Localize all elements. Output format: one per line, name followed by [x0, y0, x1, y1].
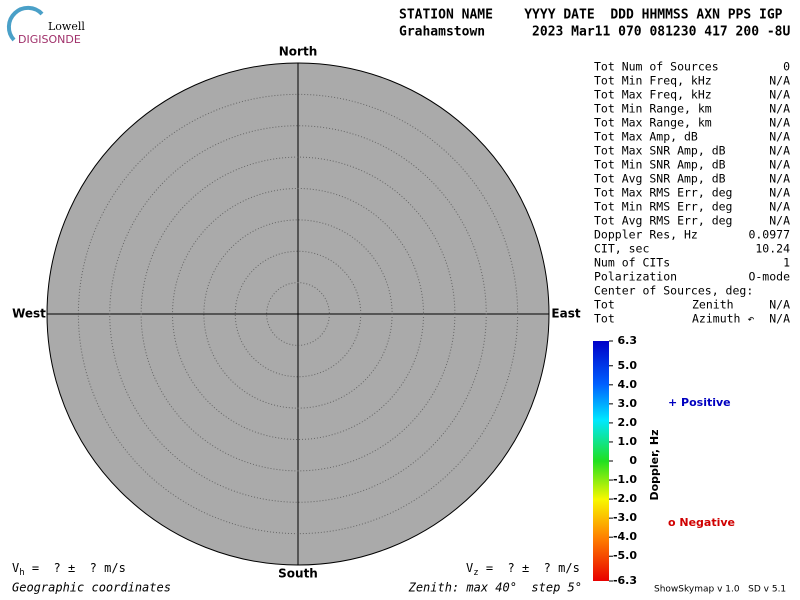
range-ring — [109, 125, 487, 503]
colorbar-tick-label: -4.0 — [613, 530, 637, 543]
stat-label: Tot Max Amp, dB — [594, 130, 698, 144]
stat-label: Tot Min Range, km — [594, 102, 712, 116]
stat-label: Tot Min SNR Amp, dB — [594, 158, 726, 172]
stat-label: Doppler Res, Hz — [594, 228, 698, 242]
stat-label: Tot — [594, 312, 615, 326]
stat-label: Num of CITs — [594, 256, 670, 270]
stat-label: Tot Avg SNR Amp, dB — [594, 172, 726, 186]
colorbar-tick-label: -1.0 — [613, 473, 637, 486]
stat-label: CIT, sec — [594, 242, 649, 256]
stat-value: N/A — [769, 130, 790, 144]
range-ring — [140, 156, 456, 472]
stat-value: N/A — [769, 116, 790, 130]
stat-value: N/A — [769, 200, 790, 214]
coords: Geographic coordinates — [12, 581, 171, 595]
polar-plot — [46, 62, 550, 566]
east-label: East — [551, 307, 580, 321]
range-ring — [203, 219, 393, 409]
stat-label: Polarization — [594, 270, 677, 284]
colorbar-tick-label: 4.0 — [618, 378, 638, 391]
south-label: South — [278, 567, 318, 581]
legend-positive: + Positive — [668, 396, 731, 409]
logo: Lowell DIGISONDE — [6, 5, 85, 46]
stat-value: N/A — [769, 88, 790, 102]
logo-top: Lowell — [48, 20, 85, 33]
stat-sublabel: Zenith — [692, 298, 734, 312]
stat-label: Tot Max SNR Amp, dB — [594, 144, 726, 158]
header-columns: STATION NAME YYYY DATE DDD HHMMSS AXN PP… — [399, 8, 783, 23]
zenith-info: Zenith: max 40° step 5° — [408, 581, 582, 595]
colorbar-tick-label: 1.0 — [618, 435, 638, 448]
stat-value: 0 — [783, 60, 790, 74]
stat-value: N/A — [769, 214, 790, 228]
stat-value: 0.0977 — [748, 228, 790, 242]
range-ring — [266, 282, 330, 346]
stat-label: Tot Max RMS Err, deg — [594, 186, 732, 200]
stat-value: N/A — [769, 102, 790, 116]
colorbar-tick-label: 6.3 — [618, 334, 638, 347]
header-values: Grahamstown 2023 Mar11 070 081230 417 20… — [399, 25, 791, 40]
stat-label: Tot Max Range, km — [594, 116, 712, 130]
colorbar-tick-label: -2.0 — [613, 492, 637, 505]
stat-value: 1 — [783, 256, 790, 270]
stat-label: Tot Num of Sources — [594, 60, 719, 74]
range-ring — [77, 93, 519, 535]
stat-sublabel: Azimuth ↶ — [692, 312, 754, 326]
west-label: West — [12, 307, 46, 321]
colorbar-tick-label: 5.0 — [618, 359, 638, 372]
stat-label: Tot Max Freq, kHz — [594, 88, 712, 102]
stat-label: Tot Min RMS Err, deg — [594, 200, 732, 214]
stat-value: N/A — [769, 172, 790, 186]
vz: Vz = ? ± ? m/s — [466, 561, 580, 578]
north-label: North — [279, 45, 317, 59]
version: ShowSkymap v 1.0 SD v 5.1 — [654, 585, 786, 595]
colorbar-tick-label: -5.0 — [613, 549, 637, 562]
stat-label: Center of Sources, deg: — [594, 284, 753, 298]
range-ring — [234, 250, 362, 378]
colorbar-label: Doppler, Hz — [648, 429, 661, 500]
stat-value: O-mode — [748, 270, 790, 284]
stat-label: Tot Avg RMS Err, deg — [594, 214, 732, 228]
colorbar-tick-label: 0 — [629, 454, 637, 467]
stat-value: N/A — [769, 312, 790, 326]
colorbar-tick-label: 2.0 — [618, 416, 638, 429]
vh: Vh = ? ± ? m/s — [12, 561, 126, 578]
stat-value: N/A — [769, 158, 790, 172]
legend-negative: o Negative — [668, 516, 735, 529]
stat-label: Tot — [594, 298, 615, 312]
colorbar-tick-label: 3.0 — [618, 397, 638, 410]
colorbar-tick-label: -3.0 — [613, 511, 637, 524]
range-ring — [172, 188, 424, 440]
stat-value: N/A — [769, 298, 790, 312]
stat-value: 10.24 — [755, 242, 790, 256]
colorbar-tick-label: -6.3 — [613, 574, 637, 587]
logo-bottom: DIGISONDE — [18, 33, 81, 46]
stat-value: N/A — [769, 74, 790, 88]
stat-value: N/A — [769, 144, 790, 158]
colorbar — [593, 341, 609, 581]
stat-label: Tot Min Freq, kHz — [594, 74, 712, 88]
stat-value: N/A — [769, 186, 790, 200]
